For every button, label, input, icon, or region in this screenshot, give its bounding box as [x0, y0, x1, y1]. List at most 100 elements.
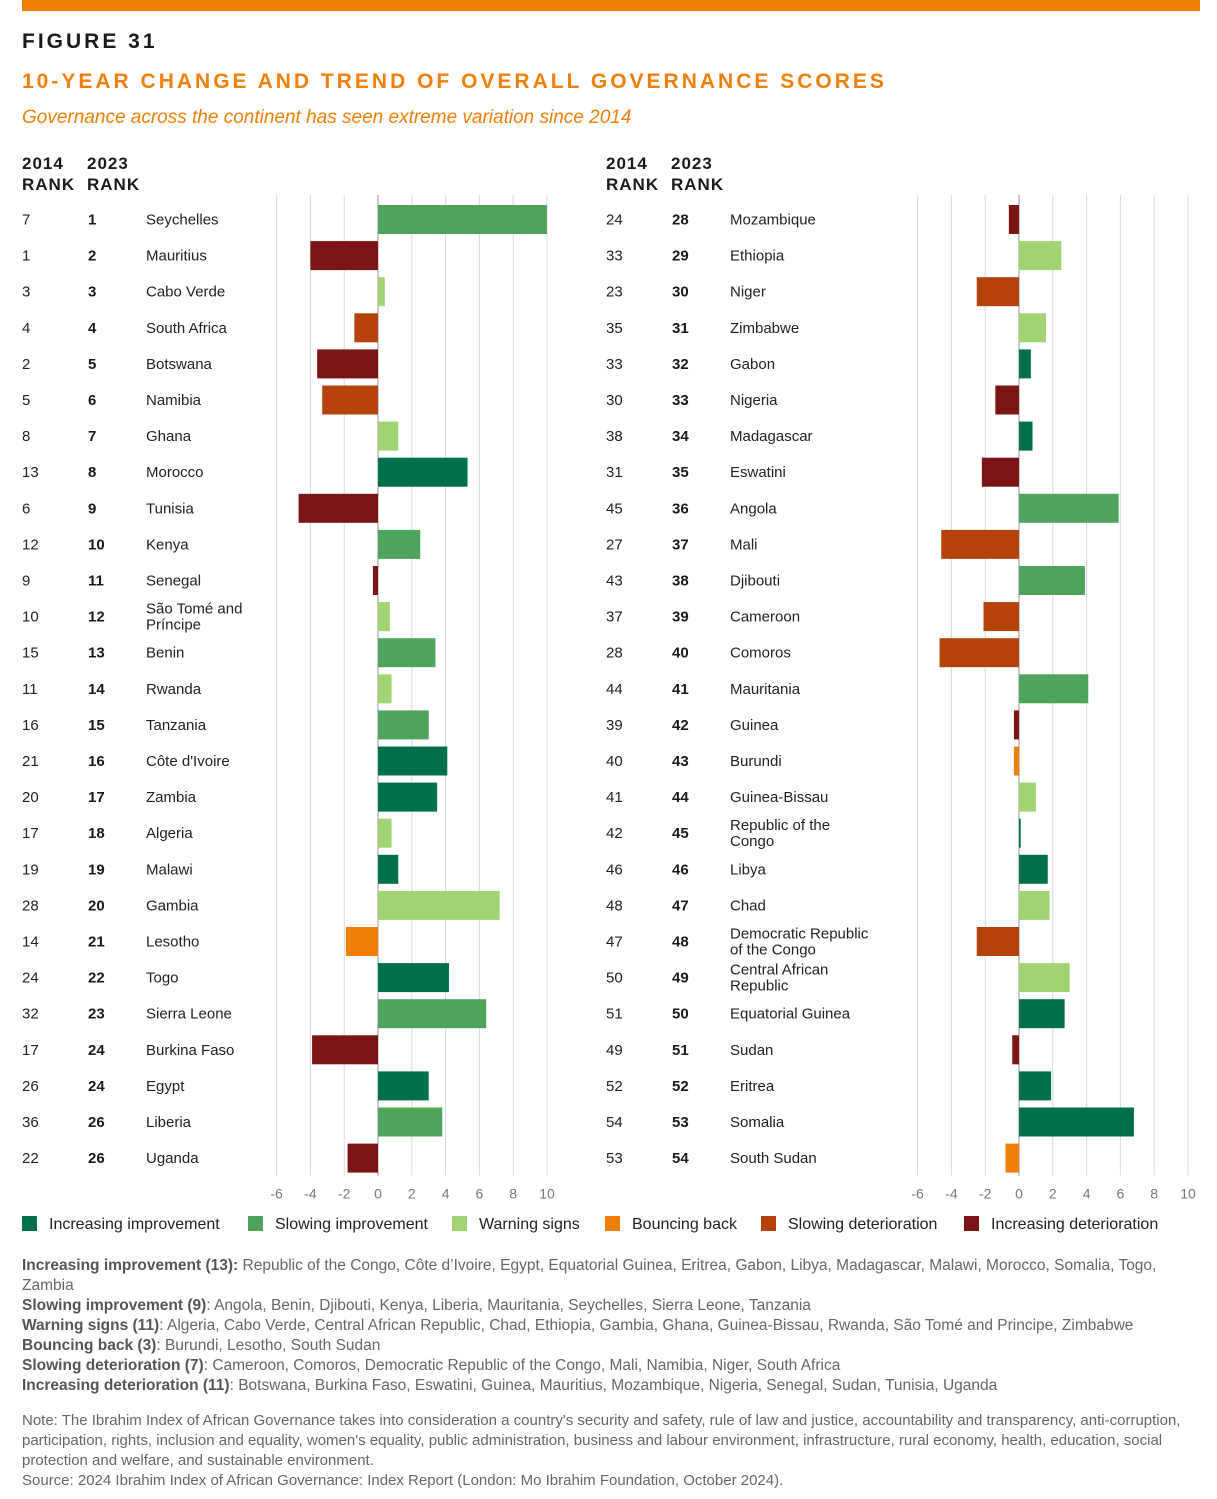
country-label: Burkina Faso	[146, 1042, 234, 1059]
rank-2014: 49	[606, 1042, 623, 1059]
country-label: Algeria	[146, 825, 193, 842]
bar-tunisia	[298, 493, 378, 523]
bar-niger	[976, 277, 1019, 307]
bar-comoros	[939, 638, 1019, 668]
bar-morocco	[378, 457, 468, 487]
rank-2023: 15	[88, 717, 105, 734]
rank-2023: 31	[672, 320, 689, 337]
bar-botswana	[317, 349, 378, 379]
country-label: Egypt	[146, 1078, 185, 1095]
rank-2023: 26	[88, 1114, 105, 1131]
bar-zimbabwe	[1019, 313, 1047, 343]
bar-nigeria	[995, 385, 1019, 415]
country-label: Gabon	[730, 356, 775, 373]
rank-2014: 1	[22, 248, 30, 265]
bar-gabon	[1019, 349, 1031, 379]
x-tick-label: 8	[1150, 1186, 1158, 1200]
x-tick-label: -4	[304, 1186, 317, 1200]
rank-2023: 33	[672, 392, 689, 409]
x-tick-label: 0	[1015, 1186, 1023, 1200]
rank-2023: 43	[672, 753, 689, 770]
country-label: Djibouti	[730, 573, 780, 590]
rank-2023: 36	[672, 500, 689, 517]
legend-swatch	[605, 1216, 620, 1231]
group-row: Slowing improvement (9): Angola, Benin, …	[22, 1296, 1202, 1316]
bar-ghana	[378, 421, 399, 451]
rank-2023: 14	[88, 681, 105, 698]
legend-swatch	[248, 1216, 263, 1231]
legend-label: Slowing improvement	[275, 1216, 428, 1233]
country-label: Burundi	[730, 753, 782, 770]
rank-2014: 31	[606, 464, 623, 481]
bar-rwanda	[378, 674, 392, 704]
rank-2023: 24	[88, 1078, 105, 1095]
header-rank: RANK	[671, 175, 725, 194]
rank-2014: 24	[606, 212, 623, 229]
rank-2023: 11	[88, 573, 104, 590]
rank-2023: 46	[672, 861, 689, 878]
bar-zambia	[378, 782, 438, 812]
group-text: : Cameroon, Comoros, Democratic Republic…	[203, 1357, 841, 1374]
rank-2014: 11	[22, 681, 38, 698]
chart-title: 10-YEAR CHANGE AND TREND OF OVERALL GOVE…	[22, 70, 887, 93]
rank-2014: 5	[22, 392, 30, 409]
country-label: Republic of the	[730, 817, 830, 834]
bar-togo	[378, 963, 449, 993]
rank-2023: 30	[672, 284, 689, 301]
country-label: Liberia	[146, 1114, 192, 1131]
bar-sudan	[1012, 1035, 1019, 1065]
x-tick-label: -2	[338, 1186, 351, 1200]
bar-benin	[378, 638, 436, 668]
country-label: Mali	[730, 536, 758, 553]
country-label: Côte d'Ivoire	[146, 753, 230, 770]
rank-2014: 32	[22, 1006, 39, 1023]
rank-2023: 49	[672, 970, 689, 987]
country-label: Libya	[730, 861, 767, 878]
header-year: 2023	[671, 154, 713, 173]
legend-item-increasing-deterioration: Increasing deterioration	[964, 1216, 1158, 1234]
country-label: Eritrea	[730, 1078, 775, 1095]
bar-namibia	[322, 385, 378, 415]
footnote: Note: The Ibrahim Index of African Gover…	[22, 1411, 1202, 1491]
bar-sierra-leone	[378, 999, 487, 1029]
country-label: Lesotho	[146, 934, 199, 951]
country-label: Namibia	[146, 392, 202, 409]
rank-2023: 42	[672, 717, 689, 734]
group-summary: Increasing improvement (13): Republic of…	[22, 1256, 1202, 1396]
bar-malawi	[378, 854, 399, 884]
bar-s-o-tom-and-pr-ncipe	[378, 602, 390, 632]
rank-2014: 51	[606, 1006, 623, 1023]
country-label: Ghana	[146, 428, 192, 445]
group-text: : Angola, Benin, Djibouti, Kenya, Liberi…	[206, 1297, 811, 1314]
bar-democratic-republic-of-the-congo	[976, 927, 1019, 956]
country-label: Ethiopia	[730, 248, 785, 265]
rank-2014: 23	[606, 284, 623, 301]
bar-cabo-verde	[378, 277, 385, 307]
rank-2023: 6	[88, 392, 96, 409]
bar-kenya	[378, 529, 421, 559]
country-label: Madagascar	[730, 428, 813, 445]
bar-algeria	[378, 818, 392, 848]
rank-2023: 5	[88, 356, 96, 373]
bar-libya	[1019, 854, 1048, 884]
top-accent-bar	[22, 0, 1200, 11]
rank-2023: 50	[672, 1006, 689, 1023]
country-label: Mozambique	[730, 212, 816, 229]
bar-seychelles	[378, 205, 547, 234]
rank-2023: 3	[88, 284, 96, 301]
country-label: Somalia	[730, 1114, 785, 1131]
rank-2023: 16	[88, 753, 105, 770]
rank-2023: 9	[88, 500, 96, 517]
country-label: Mauritania	[730, 681, 801, 698]
rank-2023: 29	[672, 248, 689, 265]
rank-2014: 10	[22, 609, 39, 626]
rank-2023: 23	[88, 1006, 105, 1023]
header-2023-rank-right: 2023 RANK	[671, 153, 724, 195]
rank-2014: 38	[606, 428, 623, 445]
bar-somalia	[1019, 1107, 1134, 1137]
rank-2023: 8	[88, 464, 96, 481]
legend-swatch	[761, 1216, 776, 1231]
legend-label: Increasing improvement	[49, 1216, 220, 1233]
bar-senegal	[372, 566, 378, 595]
rank-2023: 44	[672, 789, 689, 806]
